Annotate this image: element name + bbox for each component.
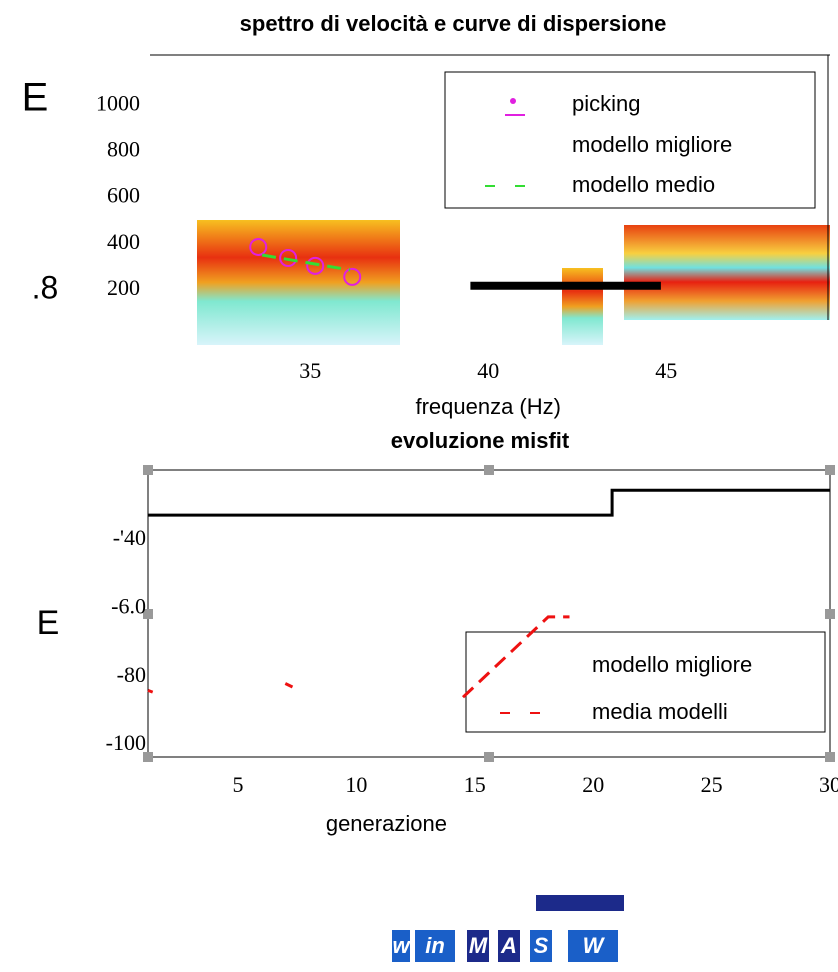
logo-tile	[467, 930, 489, 962]
x-tick-label: 10	[345, 772, 367, 797]
y-tick-label: -80	[117, 662, 146, 687]
logo-tile	[415, 930, 455, 962]
chart-title: spettro di velocità e curve di dispersio…	[240, 11, 667, 36]
logo-letter: W	[583, 933, 606, 958]
logo-tile	[530, 930, 552, 962]
legend-label: modello migliore	[572, 132, 732, 157]
logo-letter: S	[534, 933, 549, 958]
spectrum-image	[197, 220, 400, 345]
logo-tile	[498, 930, 520, 962]
legend-marker	[510, 98, 516, 104]
x-tick-label: 30	[819, 772, 838, 797]
axis-fragment: E	[37, 604, 60, 642]
x-tick-label: 35	[299, 358, 321, 383]
y-tick-label: -'40	[113, 525, 146, 550]
picking-point	[343, 267, 362, 286]
chart-title: evoluzione misfit	[391, 428, 570, 453]
x-axis-label: generazione	[326, 811, 447, 836]
legend-label: modello migliore	[592, 652, 752, 677]
x-tick-label: 5	[232, 772, 243, 797]
logo-letter: w	[392, 933, 411, 958]
legend-label: modello medio	[572, 172, 715, 197]
y-tick-label: 400	[107, 229, 140, 254]
spectrum-image	[624, 225, 830, 320]
series-line	[147, 615, 570, 699]
axis-fragment: E	[22, 76, 49, 120]
x-axis-label: frequenza (Hz)	[415, 394, 561, 419]
logo-tile	[392, 930, 410, 962]
y-tick-label: 600	[107, 183, 140, 208]
x-tick-label: 45	[655, 358, 677, 383]
y-tick-label: -100	[106, 730, 146, 755]
y-tick-label: 1000	[96, 91, 140, 116]
logo-tile	[568, 930, 618, 962]
picking-point	[249, 237, 268, 256]
x-tick-label: 20	[582, 772, 604, 797]
legend-box	[444, 71, 816, 209]
x-tick-label: 25	[701, 772, 723, 797]
x-tick-label: 15	[464, 772, 486, 797]
logo-letter: A	[500, 933, 517, 958]
picking-point	[306, 256, 325, 275]
axis-fragment: .8	[32, 269, 59, 305]
legend-label: picking	[572, 91, 640, 116]
logo-banner	[536, 895, 624, 911]
picking-point	[279, 249, 298, 267]
logo-letter: M	[469, 933, 488, 958]
legend-box	[465, 631, 826, 733]
resize-handles	[143, 465, 835, 762]
legend-label: media modelli	[592, 699, 728, 724]
spectrum-image	[562, 268, 603, 345]
y-tick-label: 800	[107, 137, 140, 162]
y-tick-label: 200	[107, 275, 140, 300]
x-tick-label: 40	[477, 358, 499, 383]
logo-letter: in	[425, 933, 445, 958]
y-tick-label: -6.0	[111, 593, 146, 618]
series-line	[148, 488, 830, 517]
series-line	[261, 253, 351, 272]
